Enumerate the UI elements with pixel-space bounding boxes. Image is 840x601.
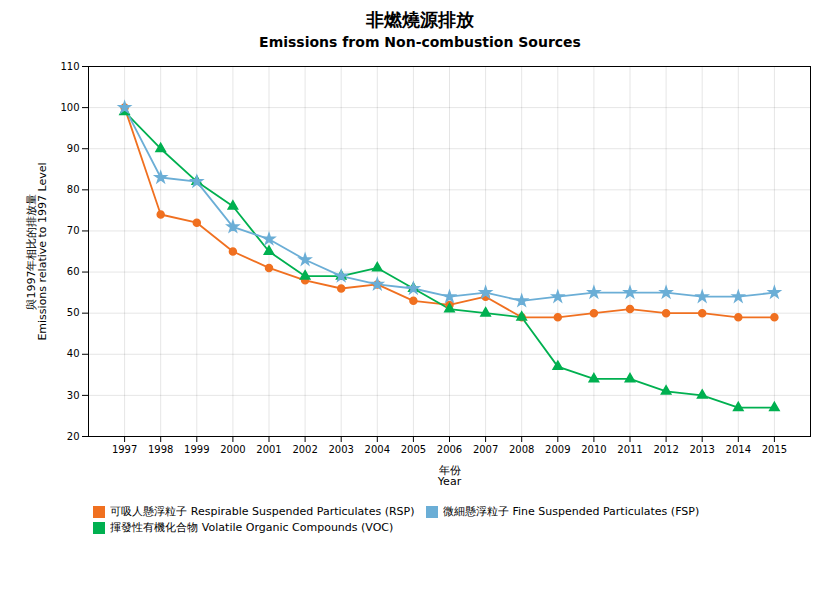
- svg-text:2002: 2002: [292, 444, 317, 455]
- svg-text:1999: 1999: [184, 444, 209, 455]
- html-text:非燃燒源排放: 非燃燒源排放: [366, 9, 474, 30]
- svg-text:2005: 2005: [401, 444, 426, 455]
- svg-text:2008: 2008: [509, 444, 534, 455]
- svg-text:2004: 2004: [365, 444, 390, 455]
- svg-text:2000: 2000: [220, 444, 245, 455]
- svg-text:60: 60: [67, 266, 80, 277]
- svg-text:2007: 2007: [473, 444, 498, 455]
- svg-text:20: 20: [67, 431, 80, 442]
- svg-text:2013: 2013: [689, 444, 714, 455]
- svg-text:50: 50: [67, 307, 80, 318]
- html-text:可吸人懸浮粒子 Respirable Suspended P: 可吸人懸浮粒子 Respirable Suspended Particulate…: [110, 505, 415, 518]
- svg-text:2001: 2001: [256, 444, 281, 455]
- svg-text:2011: 2011: [617, 444, 642, 455]
- svg-text:2003: 2003: [328, 444, 353, 455]
- html-text:Emissions from Non-combustion: Emissions from Non-combustion Sources: [259, 34, 581, 50]
- html-text:微細懸浮粒子 Fine Suspended Particul: 微細懸浮粒子 Fine Suspended Particulates (FSP): [443, 505, 700, 518]
- svg-text:年份Year: 年份Year: [437, 464, 462, 488]
- svg-text:80: 80: [67, 184, 80, 195]
- svg-text:2006: 2006: [437, 444, 462, 455]
- svg-text:110: 110: [60, 61, 79, 72]
- svg-text:2009: 2009: [545, 444, 570, 455]
- svg-text:與1997年相比的排放量Emissions relative: 與1997年相比的排放量Emissions relative to 1997 L…: [25, 162, 49, 340]
- html-text:揮發性有機化合物 Volatile Organic Comp: 揮發性有機化合物 Volatile Organic Compounds (VOC…: [110, 521, 394, 534]
- svg-text:90: 90: [67, 143, 80, 154]
- svg-text:2010: 2010: [581, 444, 606, 455]
- svg-text:1997: 1997: [112, 444, 137, 455]
- svg-text:1998: 1998: [148, 444, 173, 455]
- svg-text:2014: 2014: [726, 444, 751, 455]
- svg-text:40: 40: [67, 348, 80, 359]
- svg-text:2015: 2015: [762, 444, 787, 455]
- svg-text:30: 30: [67, 390, 80, 401]
- svg-text:100: 100: [60, 102, 79, 113]
- svg-text:2012: 2012: [653, 444, 678, 455]
- svg-text:70: 70: [67, 225, 80, 236]
